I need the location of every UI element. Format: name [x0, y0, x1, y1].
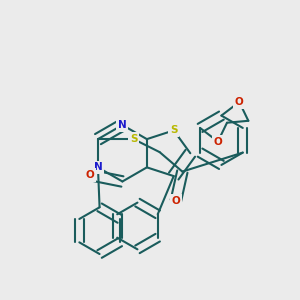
Text: N: N: [94, 162, 102, 172]
Text: S: S: [170, 125, 178, 135]
Text: S: S: [130, 134, 137, 144]
Text: N: N: [118, 120, 127, 130]
Text: O: O: [235, 97, 244, 107]
Text: O: O: [85, 170, 94, 180]
Text: O: O: [214, 136, 222, 147]
Text: O: O: [172, 196, 180, 206]
